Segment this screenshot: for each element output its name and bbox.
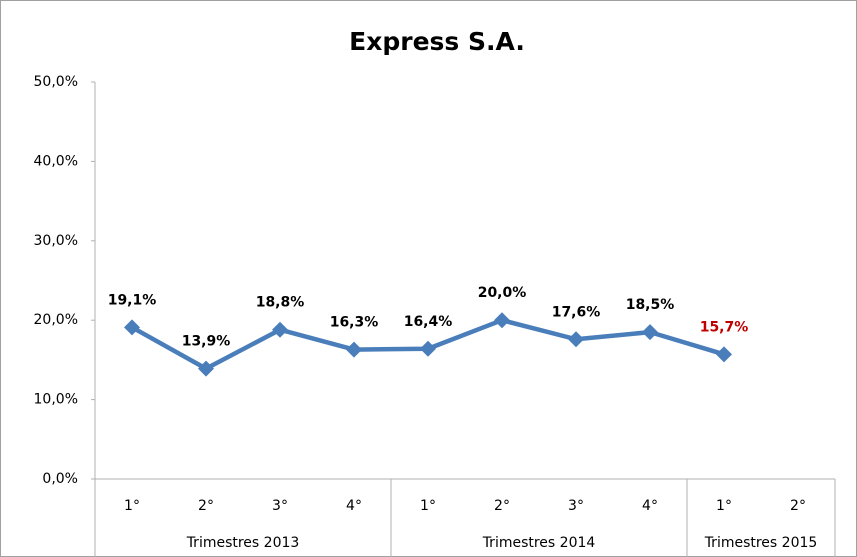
x-group-label: Trimestres 2015 [704, 535, 818, 551]
x-tick-label: 1° [420, 498, 436, 514]
value-label: 17,6% [552, 304, 601, 320]
marker [272, 321, 288, 338]
value-label: 16,3% [330, 315, 379, 331]
x-tick-label: 2° [198, 498, 214, 514]
x-tick-label: 3° [568, 498, 584, 514]
value-label: 15,7% [700, 319, 749, 335]
y-tick-label: 30,0% [34, 233, 78, 249]
y-tick-label: 20,0% [34, 312, 78, 328]
y-tick-label: 0,0% [42, 471, 78, 487]
x-group-label: Trimestres 2014 [482, 535, 596, 551]
x-tick-label: 2° [494, 498, 510, 514]
value-label: 20,0% [478, 285, 527, 301]
x-tick-label: 1° [716, 498, 732, 514]
x-group-label: Trimestres 2013 [186, 535, 300, 551]
y-tick-label: 10,0% [34, 392, 78, 408]
marker [198, 360, 214, 377]
x-tick-label: 2° [790, 498, 806, 514]
marker [716, 346, 732, 363]
value-label: 18,5% [626, 297, 675, 313]
y-tick-label: 40,0% [34, 153, 78, 169]
marker [420, 340, 436, 357]
marker [346, 341, 362, 358]
marker [642, 324, 658, 341]
value-label: 19,1% [108, 292, 157, 308]
marker [494, 312, 510, 329]
value-label: 18,8% [256, 295, 305, 311]
marker [568, 331, 584, 348]
chart-title: Express S.A. [349, 27, 525, 56]
value-label: 16,4% [404, 314, 453, 330]
x-tick-label: 3° [272, 498, 288, 514]
x-tick-label: 4° [346, 498, 362, 514]
x-tick-label: 4° [642, 498, 658, 514]
marker [124, 319, 140, 336]
x-tick-label: 1° [124, 498, 140, 514]
y-tick-label: 50,0% [34, 74, 78, 90]
value-label: 13,9% [182, 334, 231, 350]
